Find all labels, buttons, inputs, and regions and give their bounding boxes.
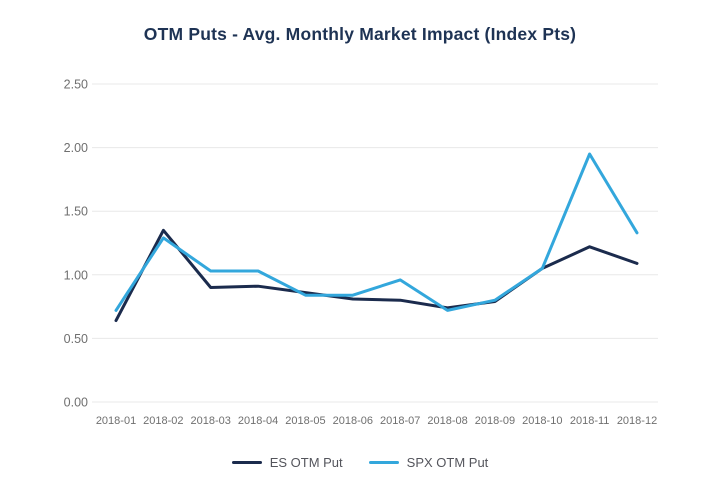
legend-item-es: ES OTM Put <box>231 455 343 470</box>
legend-item-spx: SPX OTM Put <box>368 455 489 470</box>
es-line-swatch-icon <box>231 461 262 464</box>
x-axis-tick-label: 2018-01 <box>96 415 136 427</box>
x-axis-tick-label: 2018-09 <box>475 415 515 427</box>
y-axis-tick-label: 1.00 <box>64 268 88 282</box>
y-axis-tick-label: 2.50 <box>64 78 88 92</box>
y-axis-tick-label: 1.50 <box>64 205 88 219</box>
x-axis-tick-label: 2018-06 <box>333 415 373 427</box>
legend-label-spx: SPX OTM Put <box>406 455 489 470</box>
chart-legend: ES OTM Put SPX OTM Put <box>0 455 720 470</box>
x-axis-tick-label: 2018-02 <box>143 415 183 427</box>
x-axis-tick-label: 2018-04 <box>238 415 278 427</box>
y-axis-tick-label: 0.00 <box>64 396 88 410</box>
x-axis-tick-label: 2018-07 <box>380 415 420 427</box>
x-axis-tick-label: 2018-10 <box>522 415 562 427</box>
series-line-es <box>114 228 639 323</box>
x-axis-tick-label: 2018-08 <box>427 415 467 427</box>
legend-label-es: ES OTM Put <box>269 455 343 470</box>
chart-title: OTM Puts - Avg. Monthly Market Impact (I… <box>143 24 577 44</box>
x-axis-tick-label: 2018-03 <box>191 415 231 427</box>
x-axis-tick-label: 2018-05 <box>285 415 325 427</box>
x-axis-tick-label: 2018-11 <box>570 415 610 427</box>
y-axis-tick-label: 0.50 <box>64 332 88 346</box>
y-axis-tick-label: 2.00 <box>64 141 88 155</box>
series-line-spx <box>114 152 639 312</box>
spx-line-swatch-icon <box>368 461 399 464</box>
x-axis-tick-label: 2018-12 <box>617 415 657 427</box>
